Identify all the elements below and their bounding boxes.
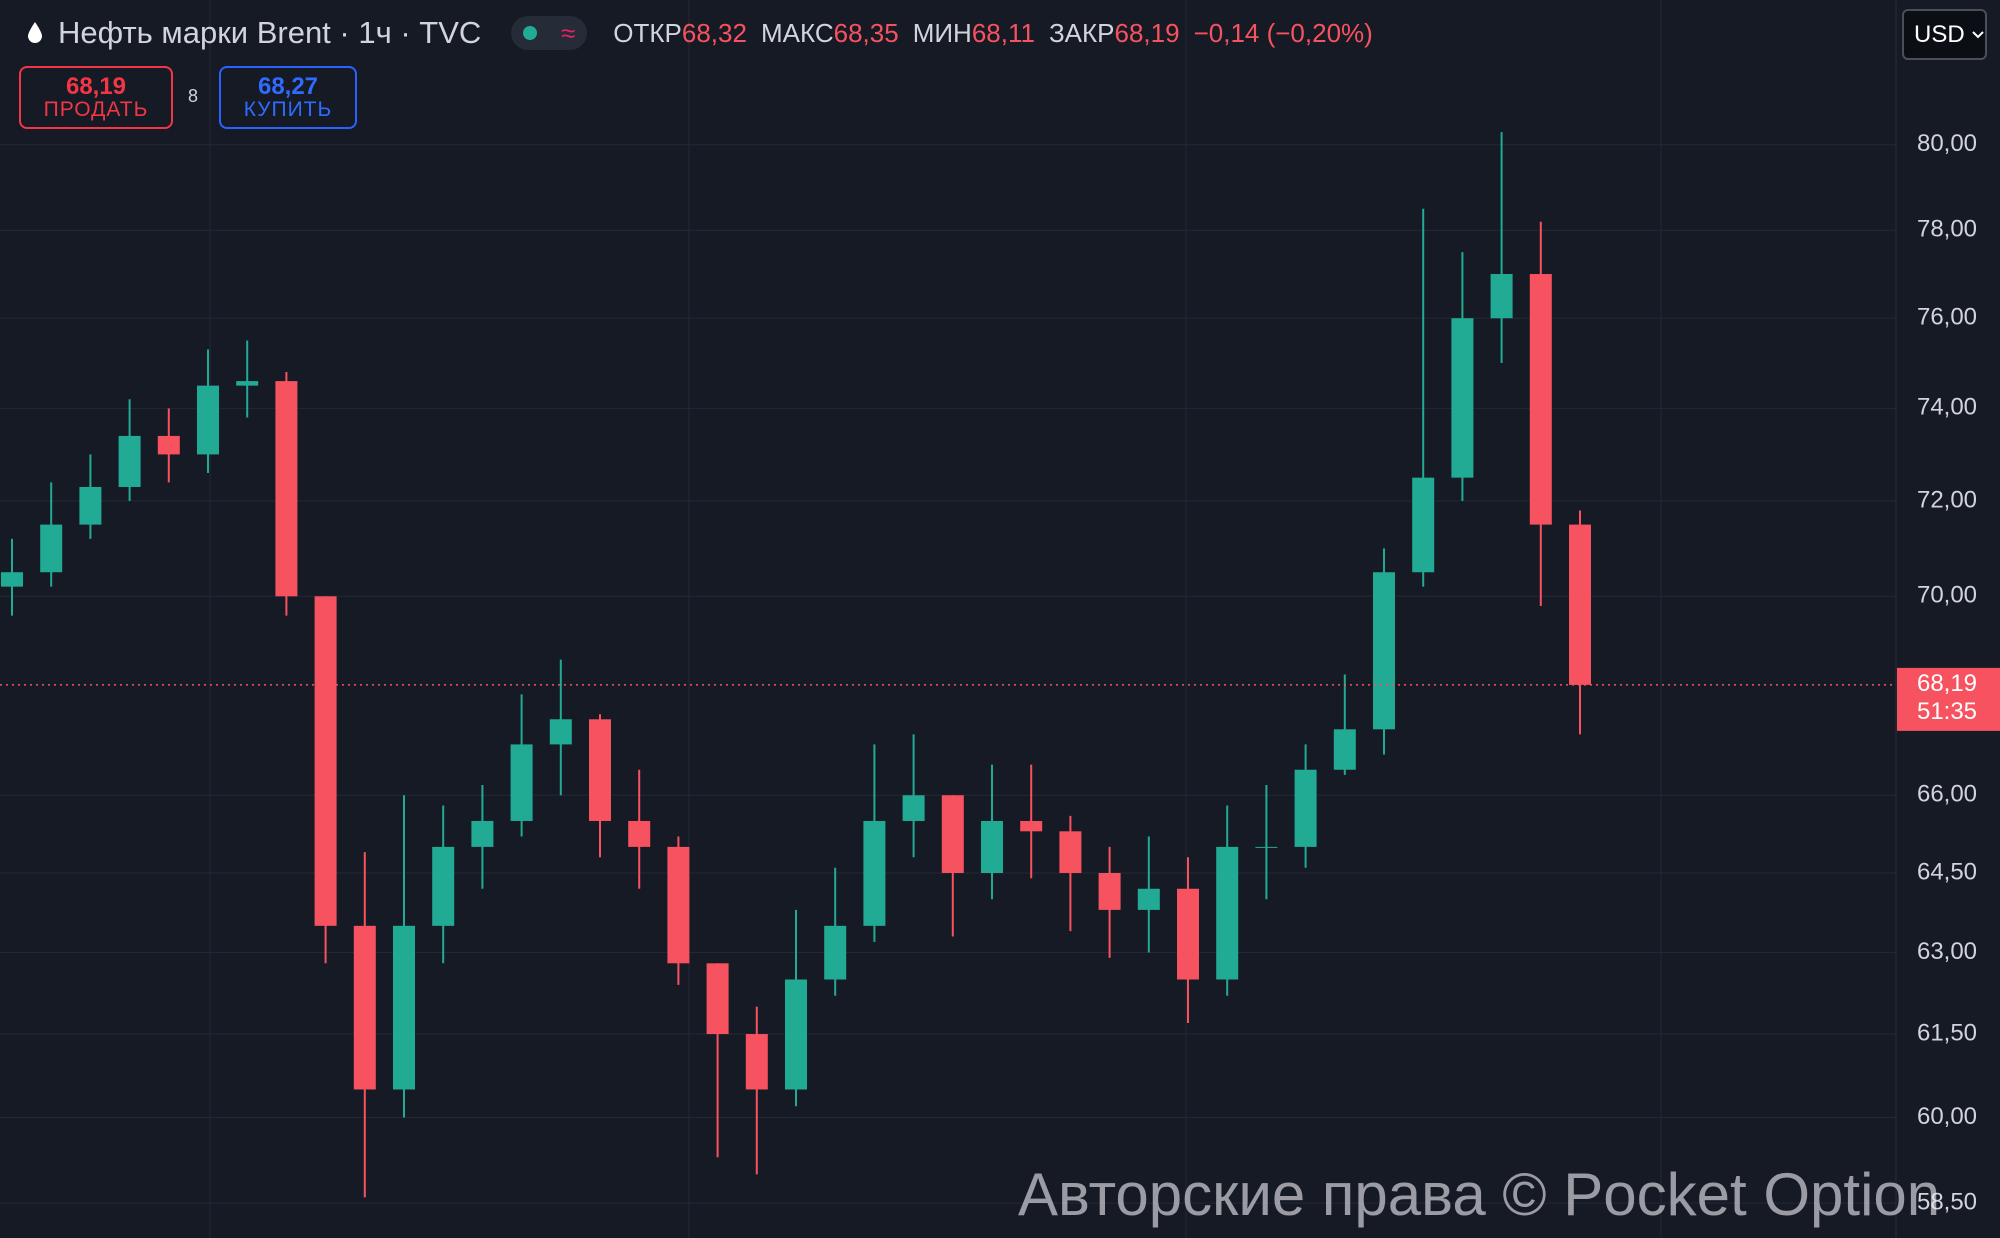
y-tick-label: 60,00	[1917, 1103, 1977, 1130]
candle-body	[863, 820, 886, 926]
candle-body	[1333, 729, 1356, 770]
last-price-label: 68,19	[1917, 670, 1977, 697]
legend-label: МИН	[912, 17, 972, 48]
legend-value: 68,19	[1114, 17, 1180, 48]
legend-label: МАКС	[760, 17, 834, 48]
buy-price: 68,27	[257, 72, 319, 100]
candle-body	[628, 820, 651, 847]
price-axis: 80,00 78,00 76,00 74,00 72,00 70,00 66,00 64,50…	[1895, 0, 2000, 1238]
watermark: Авторские права © Pocket Option	[1018, 1161, 1941, 1228]
candle-body	[1, 572, 23, 587]
status-pill[interactable]: ≈	[511, 16, 588, 50]
currency: USD	[1914, 20, 1965, 48]
last-price-box	[1897, 667, 2000, 731]
candle-body	[1529, 274, 1552, 525]
candle-body	[79, 486, 102, 525]
plot	[0, 132, 1896, 1198]
y-tick-label: 70,00	[1917, 582, 1977, 609]
candle-body	[1137, 888, 1160, 910]
y-tick-label: 63,00	[1917, 938, 1977, 965]
candle-body	[981, 820, 1003, 873]
candle-body	[236, 381, 259, 386]
y-tick-label: 66,00	[1917, 781, 1977, 808]
candle-body	[393, 925, 415, 1090]
candle-body	[1490, 274, 1513, 319]
y-tick-label: 58,50	[1917, 1188, 1977, 1215]
candle-body	[157, 435, 180, 455]
y-tick-label: 80,00	[1917, 130, 1977, 157]
candle-body	[1098, 872, 1121, 910]
candle-body	[745, 1034, 768, 1090]
y-tick-label: 74,00	[1917, 394, 1977, 421]
candle-body	[1216, 846, 1239, 980]
header: Нефть марки Brent · 1ч · TVC ≈ ОТКР 68,32…	[26, 12, 1373, 54]
candle-body	[432, 846, 455, 926]
candle-body	[824, 925, 847, 980]
candle-body	[1412, 477, 1435, 573]
candle-body	[118, 435, 141, 487]
candle-body	[197, 385, 219, 455]
candle-body	[40, 524, 63, 573]
candle-body	[275, 381, 298, 597]
y-tick-label: 72,00	[1917, 486, 1977, 513]
spread: 8	[188, 86, 199, 106]
legend-label: ОТКР	[613, 17, 682, 48]
currency-select[interactable]: USD	[1902, 9, 1987, 60]
candle-body	[706, 963, 729, 1035]
candle-body	[1569, 524, 1591, 685]
candle-body	[1020, 820, 1043, 832]
sell-label: ПРОДАТЬ	[43, 98, 149, 122]
candle-body	[1451, 318, 1474, 478]
chevron	[1971, 30, 1984, 38]
candle-body	[589, 719, 611, 821]
sell-button[interactable]: 68,19 ПРОДАТЬ	[19, 66, 173, 129]
candle-body	[1177, 888, 1199, 980]
buy-label: КУПИТЬ	[243, 98, 333, 122]
candle-body	[471, 820, 494, 847]
legend-value: 68,32	[681, 17, 747, 48]
y-tick-label: 78,00	[1917, 216, 1977, 243]
candle-body	[1255, 846, 1278, 848]
countdown: 51:35	[1917, 698, 1977, 725]
candle-body	[1294, 769, 1317, 847]
sell-price: 68,19	[65, 72, 127, 100]
candle-body	[549, 719, 572, 745]
candle-body	[510, 744, 533, 821]
buy-button[interactable]: 68,27 КУПИТЬ	[219, 66, 357, 129]
legend-value: 68,11	[971, 17, 1035, 48]
y-tick-label: 61,50	[1917, 1019, 1977, 1046]
candle-body	[1373, 572, 1395, 730]
y-tick-label: 64,50	[1917, 858, 1977, 885]
drop-icon	[28, 22, 42, 43]
candle-body	[785, 979, 807, 1090]
change: −0,14 (−0,20%)	[1193, 17, 1373, 48]
candle-body	[941, 795, 964, 873]
candle-body	[353, 925, 376, 1090]
candle-body	[1059, 831, 1082, 873]
legend-label: ЗАКР	[1048, 17, 1115, 48]
candle-body	[314, 596, 337, 926]
candle-body	[667, 846, 690, 964]
symbol-title[interactable]: Нефть марки Brent · 1ч · TVC	[58, 15, 482, 50]
legend-value: 68,35	[833, 17, 899, 48]
candle-body	[902, 795, 925, 821]
y-tick-label: 76,00	[1917, 304, 1977, 331]
